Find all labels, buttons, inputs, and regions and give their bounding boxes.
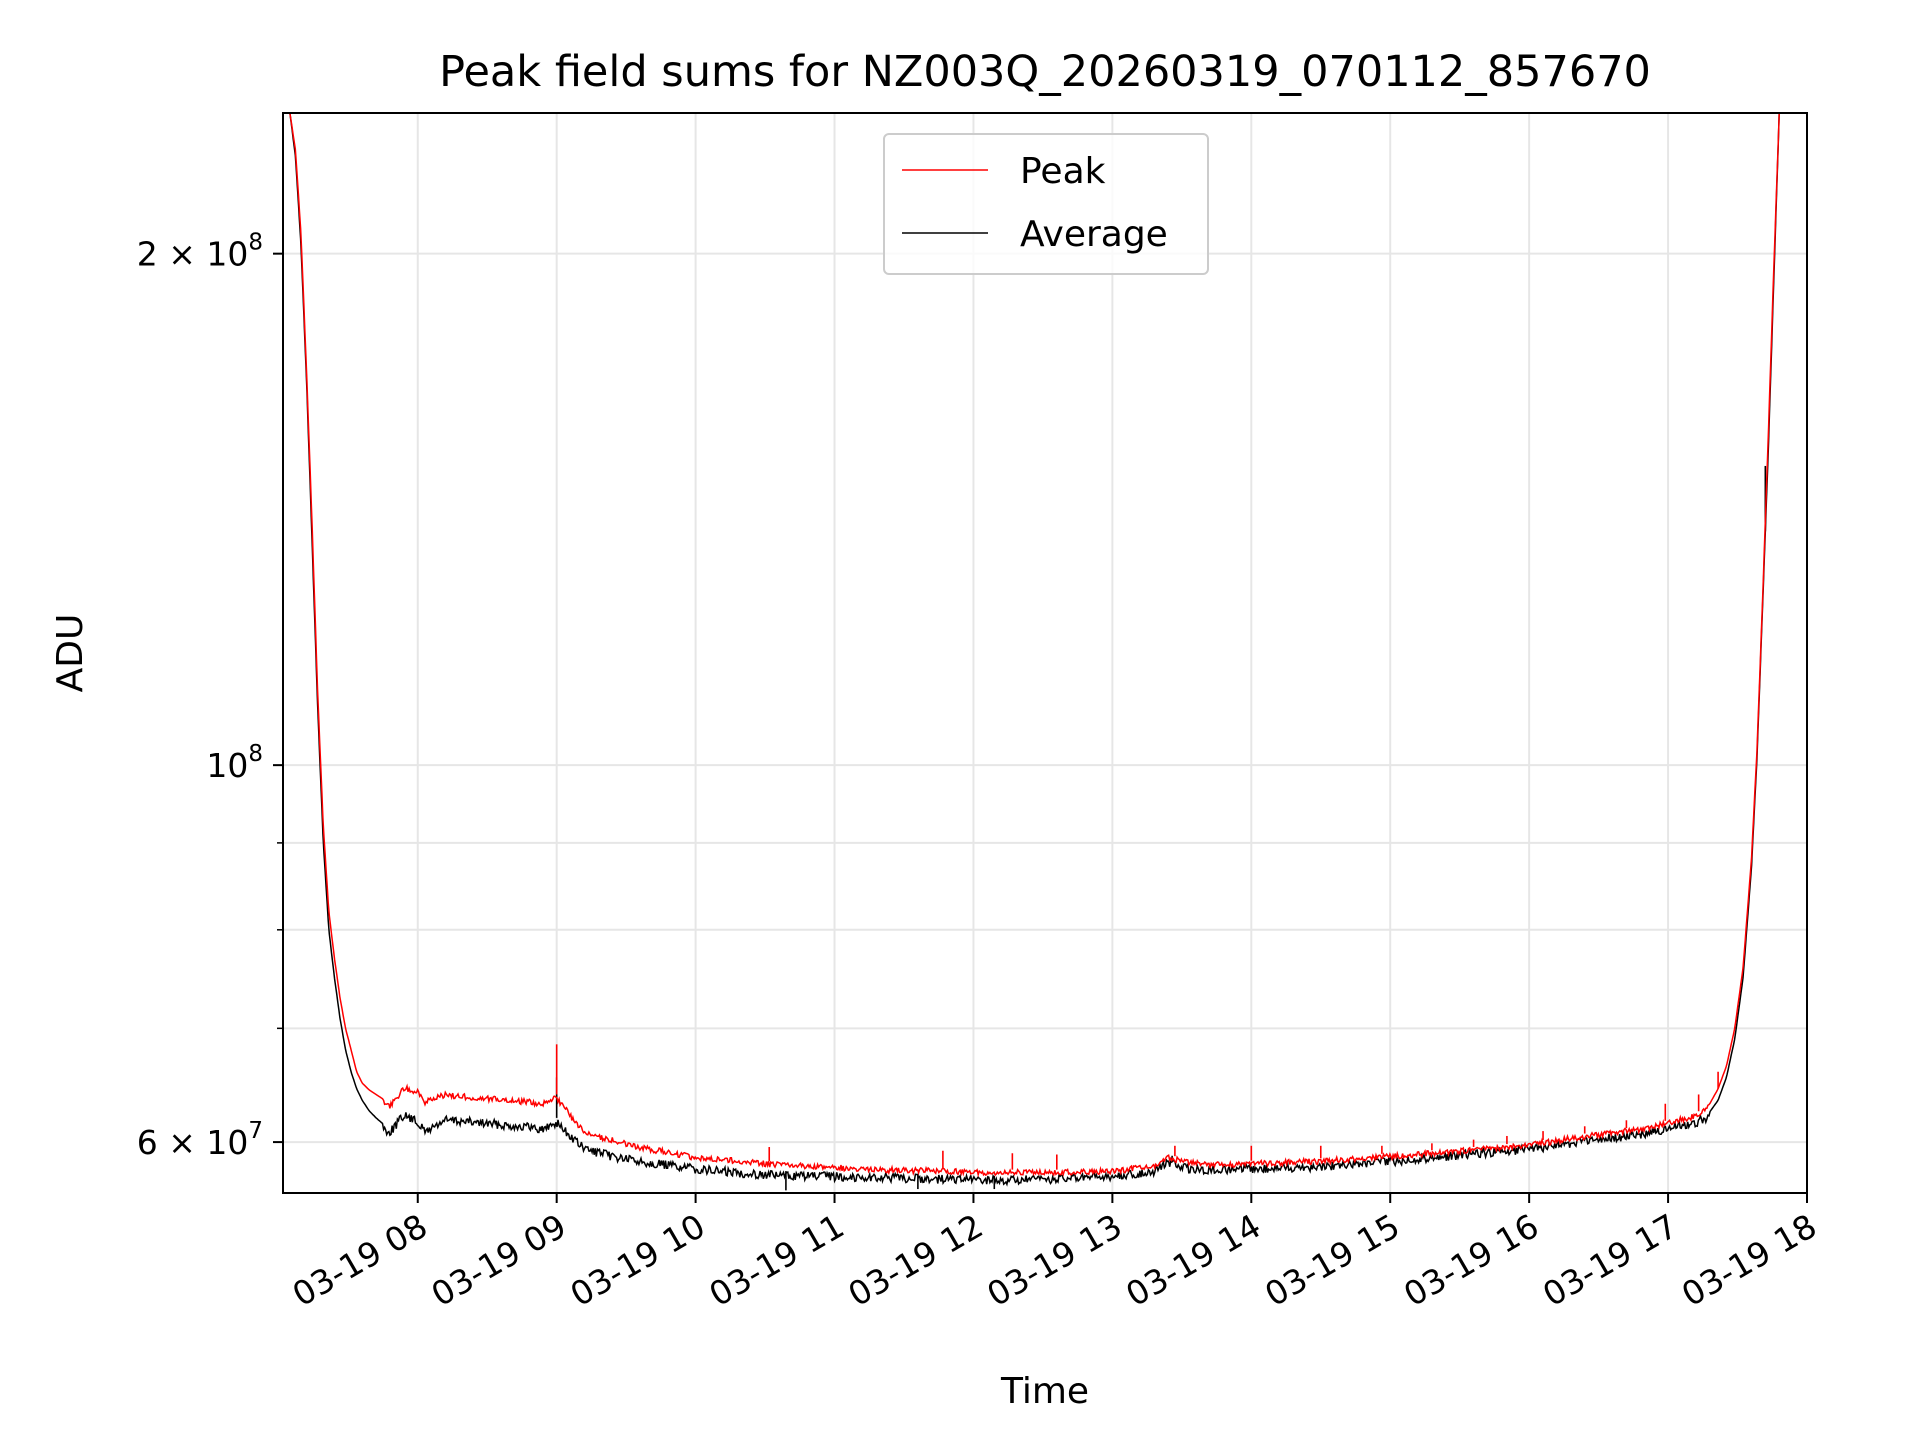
y-tick-label-exponent: 8 xyxy=(248,230,263,256)
y-tick-label-base: 10 xyxy=(206,746,248,785)
y-tick-label-exponent: 8 xyxy=(248,741,263,767)
y-tick-label-base: 2 × 10 xyxy=(137,235,249,274)
legend: Peak Average xyxy=(883,133,1209,275)
series-layer xyxy=(289,113,1780,1191)
series-line-peak xyxy=(289,113,1780,1178)
y-tick-label-exponent: 7 xyxy=(248,1118,263,1144)
legend-frame xyxy=(883,133,1209,275)
y-tick-label: 2 × 108 xyxy=(137,230,263,274)
chart-title: Peak field sums for NZ003Q_20260319_0701… xyxy=(439,47,1651,97)
legend-label-average: Average xyxy=(1020,214,1168,255)
legend-label-peak: Peak xyxy=(1020,151,1106,192)
series-line-average xyxy=(289,113,1780,1187)
y-tick-label: 6 × 107 xyxy=(137,1118,263,1162)
y-tick-label-base: 6 × 10 xyxy=(137,1123,249,1162)
plot-frame xyxy=(282,112,1808,1194)
y-tick-label: 108 xyxy=(206,741,263,785)
y-axis-label: ADU xyxy=(50,614,91,693)
x-axis-label: Time xyxy=(1000,1371,1089,1412)
